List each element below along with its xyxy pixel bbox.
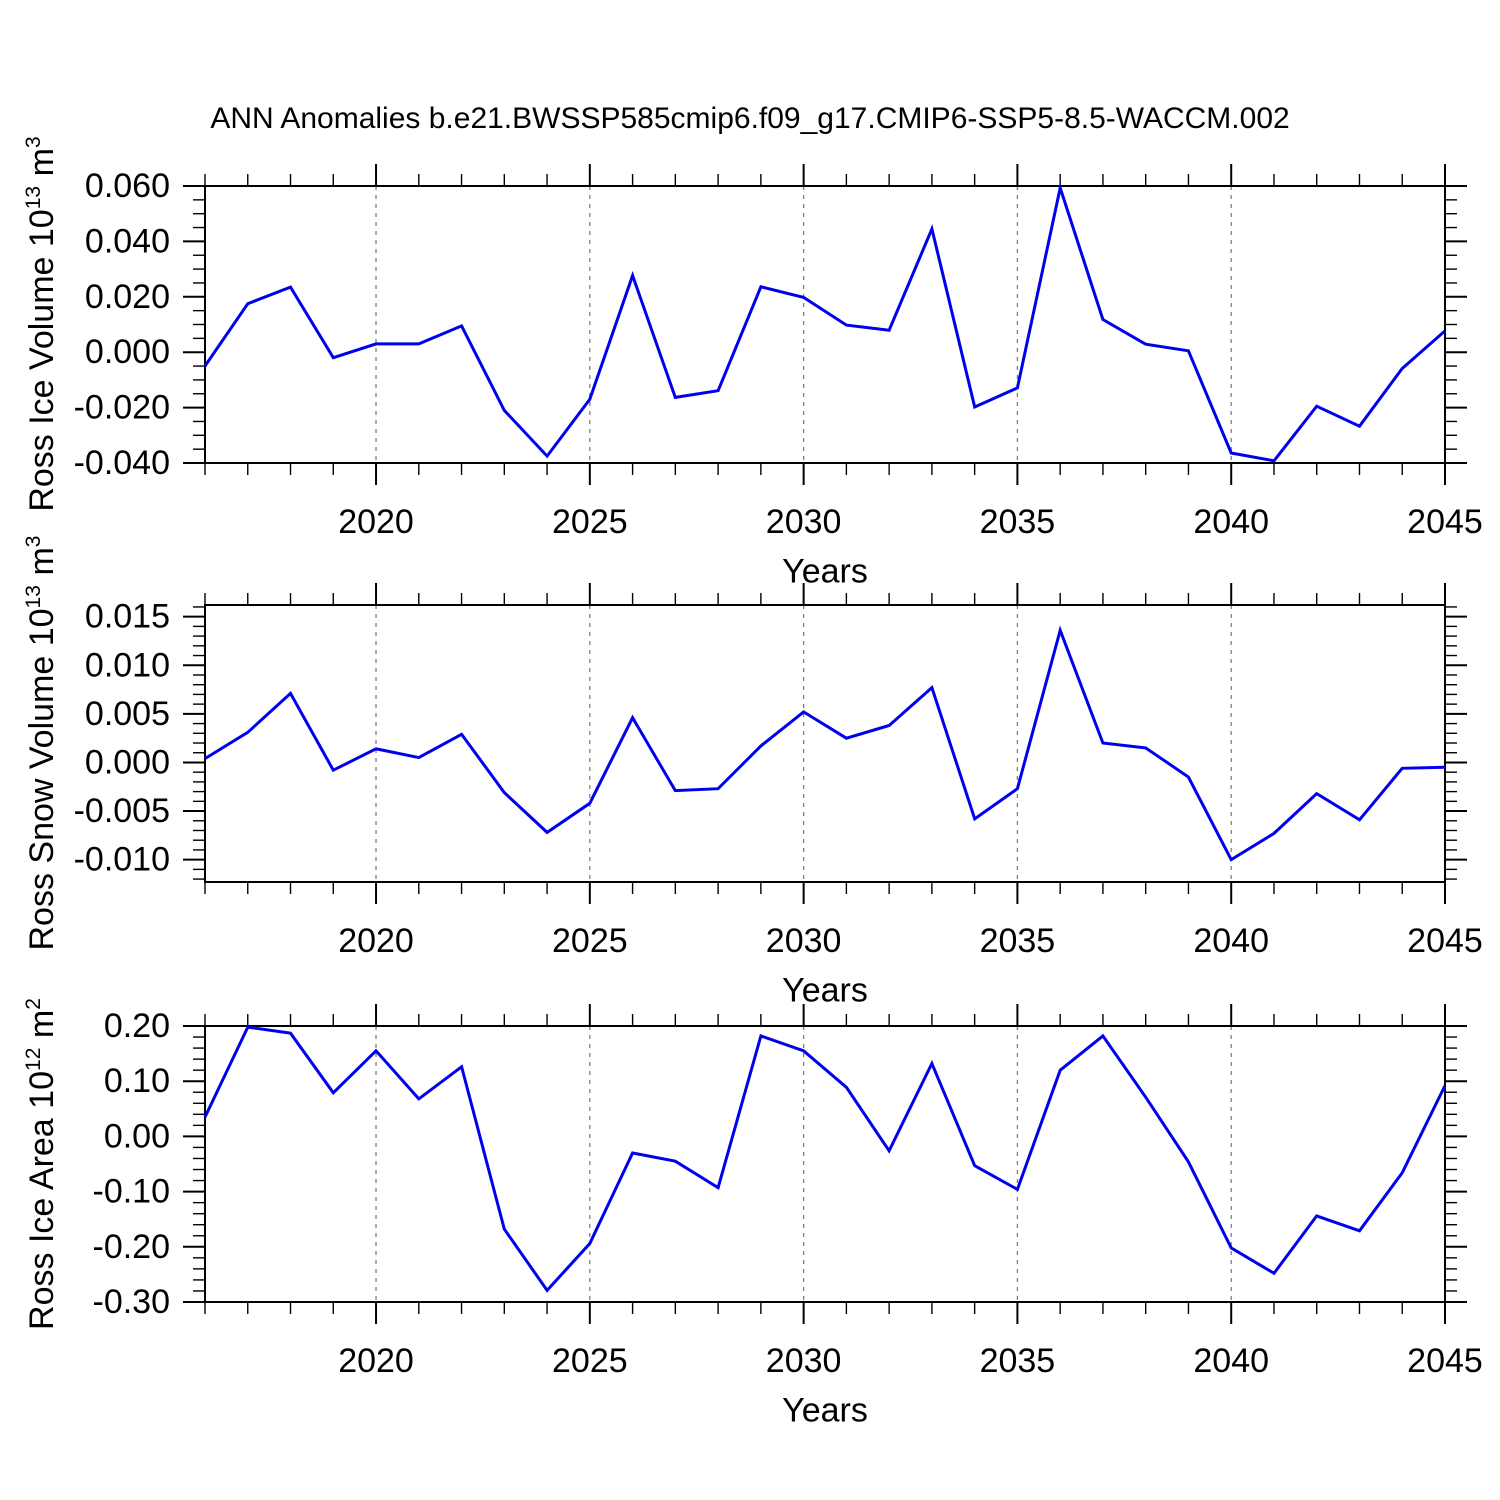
panel3-ylabel-base: Ross Ice Area 10 — [22, 1071, 61, 1330]
panel1-y-axis-label: Ross Ice Volume 1013 m3 — [22, 136, 62, 511]
panel-3-gridlines — [375, 1026, 1232, 1302]
y-tick-label: -0.040 — [74, 444, 170, 482]
y-tick-label: 0.005 — [85, 695, 170, 733]
y-tick-label: -0.30 — [93, 1283, 171, 1321]
y-tick-label: -0.020 — [74, 389, 170, 427]
panel1-ylabel-unit-exponent: 3 — [22, 136, 46, 149]
panel-2-x-ticks — [204, 583, 1446, 904]
y-tick-label: 0.010 — [85, 646, 170, 684]
x-tick-label: 2025 — [552, 1342, 628, 1380]
x-tick-label: 2030 — [766, 503, 842, 541]
y-tick-label: 0.040 — [85, 222, 170, 260]
panel1-ylabel-base: Ross Ice Volume 10 — [22, 209, 61, 512]
panel3-ylabel-unit-exponent: 2 — [22, 998, 46, 1010]
panel-1-y-tick-labels: 0.060 0.040 0.020 0.000 -0.020 -0.040 — [74, 167, 170, 482]
panel-1: 2020 2025 2030 2035 2040 20450.0600.0400.0200… — [74, 164, 1483, 541]
x-tick-label: 2045 — [1407, 922, 1483, 960]
panel3-x-axis-label: Years — [782, 1391, 868, 1430]
x-tick-label: 2045 — [1407, 1342, 1483, 1380]
panel3-ylabel-unit: m — [22, 1009, 61, 1048]
panel-1-gridlines — [375, 186, 1232, 463]
panel-2-gridlines — [375, 605, 1232, 882]
y-tick-label: -0.005 — [74, 792, 170, 830]
panel-3: 2020 2025 2030 2035 2040 2045 0.20 0.10 0.00 -0.1… — [93, 1004, 1483, 1380]
panel-1-data-line — [203, 182, 1446, 463]
x-tick-label: 2035 — [980, 503, 1056, 541]
x-tick-label: 2025 — [552, 922, 628, 960]
panel-3-x-ticks — [204, 1004, 1446, 1324]
x-tick-label: 2035 — [980, 922, 1056, 960]
panel2-ylabel-exponent: 13 — [22, 584, 46, 609]
panel-2: 2020 2025 2030 2035 2040 20450.0150.0100.0050… — [74, 583, 1483, 960]
x-tick-label: 2040 — [1193, 922, 1269, 960]
panel2-ylabel-unit-exponent: 3 — [22, 535, 46, 548]
chart-title: ANN Anomalies b.e21.BWSSP585cmip6.f09_g1… — [210, 102, 1290, 135]
y-tick-label: 0.060 — [85, 167, 170, 205]
y-tick-label: 0.000 — [85, 743, 170, 781]
panel1-x-axis-label: Years — [782, 552, 868, 591]
panel-3-y-ticks — [183, 1025, 1467, 1303]
panel-2-frame — [204, 604, 1446, 883]
panel2-ylabel-base: Ross Snow Volume 10 — [22, 608, 61, 951]
x-tick-label: 2040 — [1193, 1342, 1269, 1380]
y-tick-label: 0.020 — [85, 278, 170, 316]
x-tick-label: 2020 — [338, 922, 414, 960]
y-tick-label: 0.000 — [85, 333, 170, 371]
x-tick-label: 2040 — [1193, 503, 1269, 541]
panel-2-y-ticks — [183, 606, 1467, 880]
panel3-y-axis-label: Ross Ice Area 1012 m2 — [22, 998, 62, 1330]
y-tick-label: -0.010 — [74, 841, 170, 879]
panel2-x-axis-label: Years — [782, 971, 868, 1010]
panel2-ylabel-unit: m — [22, 547, 61, 585]
panel-3-data-line — [203, 1025, 1447, 1293]
panel-1-frame — [204, 185, 1446, 464]
panel2-y-axis-label: Ross Snow Volume 1013 m3 — [22, 535, 62, 950]
x-tick-label: 2045 — [1407, 503, 1483, 541]
panel-3-x-tick-labels: 2020 2025 2030 2035 2040 2045 — [338, 1342, 1483, 1380]
y-tick-label: -0.10 — [93, 1173, 171, 1211]
y-tick-label: 0.20 — [104, 1007, 170, 1045]
panel-1-x-ticks — [204, 164, 1446, 485]
panel-2-data-line — [204, 625, 1446, 862]
y-tick-label: 0.00 — [104, 1117, 170, 1155]
x-tick-label: 2035 — [980, 1342, 1056, 1380]
panel-1-y-ticks — [183, 185, 1467, 464]
panel-3-frame — [204, 1025, 1446, 1303]
y-tick-label: -0.20 — [93, 1228, 171, 1266]
panel3-ylabel-exponent: 12 — [22, 1047, 46, 1072]
panel1-ylabel-exponent: 13 — [22, 185, 46, 210]
y-tick-label: 0.10 — [104, 1062, 170, 1100]
panel-2-x-tick-labels: 2020 2025 2030 2035 2040 2045 — [338, 922, 1483, 960]
panel1-ylabel-unit: m — [22, 148, 61, 186]
x-tick-label: 2025 — [552, 503, 628, 541]
x-tick-label: 2030 — [766, 1342, 842, 1380]
x-tick-label: 2020 — [338, 503, 414, 541]
x-tick-label: 2030 — [766, 922, 842, 960]
y-tick-label: 0.015 — [85, 598, 170, 636]
panel-1-x-tick-labels: 2020 2025 2030 2035 2040 2045 — [338, 503, 1483, 541]
panel-3-y-tick-labels: 0.20 0.10 0.00 -0.10 -0.20 -0.30 — [93, 1007, 171, 1321]
panel-2-y-tick-labels: 0.015 0.010 0.005 0.000 -0.005 -0.010 — [74, 598, 170, 879]
x-tick-label: 2020 — [338, 1342, 414, 1380]
